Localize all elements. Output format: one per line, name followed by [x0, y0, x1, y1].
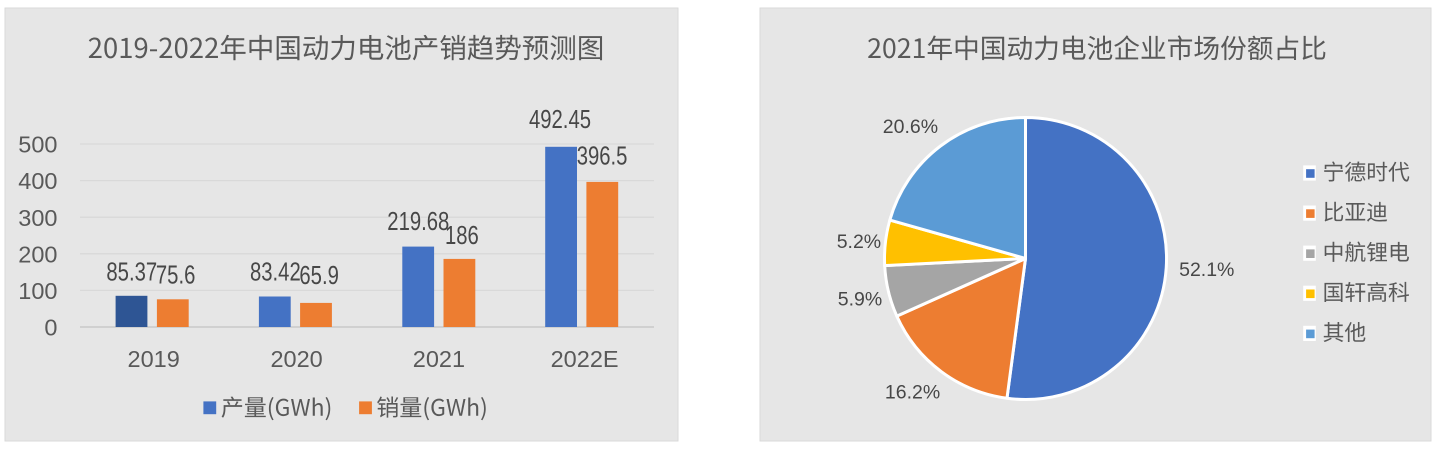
svg-text:75.6: 75.6: [156, 260, 195, 289]
svg-text:52.1%: 52.1%: [1179, 259, 1234, 281]
svg-text:186: 186: [445, 221, 479, 250]
svg-text:20.6%: 20.6%: [883, 116, 938, 138]
svg-text:396.5: 396.5: [577, 141, 628, 170]
svg-text:0: 0: [44, 315, 57, 341]
svg-text:200: 200: [18, 241, 57, 267]
svg-text:2022E: 2022E: [551, 346, 619, 372]
svg-text:2021: 2021: [413, 346, 465, 372]
svg-text:300: 300: [18, 205, 57, 231]
svg-text:400: 400: [18, 168, 57, 194]
svg-text:83.42: 83.42: [250, 257, 301, 286]
svg-text:492.45: 492.45: [529, 104, 591, 133]
svg-text:100: 100: [18, 278, 57, 304]
svg-text:500: 500: [18, 132, 57, 158]
svg-text:2020: 2020: [270, 346, 322, 372]
svg-text:5.2%: 5.2%: [837, 231, 881, 253]
svg-text:65.9: 65.9: [299, 261, 338, 290]
svg-text:5.9%: 5.9%: [838, 289, 882, 311]
svg-text:85.37: 85.37: [106, 257, 157, 286]
svg-text:219.68: 219.68: [387, 207, 449, 236]
svg-text:2019: 2019: [128, 346, 180, 372]
svg-text:16.2%: 16.2%: [885, 381, 940, 403]
